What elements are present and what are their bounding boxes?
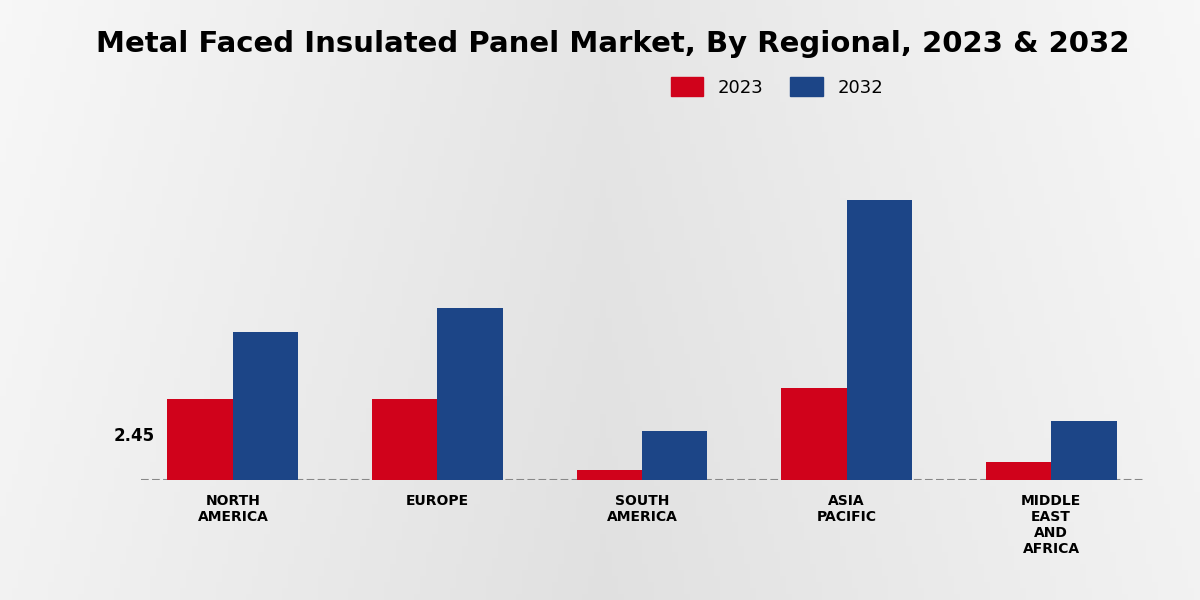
Bar <box>576 470 642 480</box>
Bar <box>233 331 299 480</box>
Bar <box>985 462 1051 480</box>
Bar <box>168 399 233 480</box>
Bar <box>1051 421 1116 480</box>
Text: Metal Faced Insulated Panel Market, By Regional, 2023 & 2032: Metal Faced Insulated Panel Market, By R… <box>96 30 1129 58</box>
Bar <box>438 308 503 480</box>
Bar <box>372 399 438 480</box>
Bar <box>846 199 912 480</box>
Bar <box>781 388 846 480</box>
Legend: 2023, 2032: 2023, 2032 <box>660 67 894 107</box>
Text: 2.45: 2.45 <box>114 427 155 445</box>
Bar <box>642 431 708 480</box>
